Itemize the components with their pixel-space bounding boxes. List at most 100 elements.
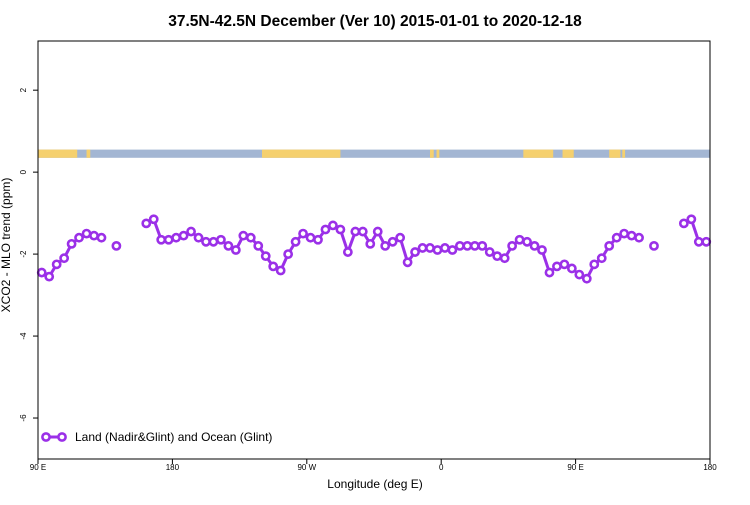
data-point <box>693 236 704 247</box>
plot-frame <box>37 40 711 460</box>
data-point <box>589 259 600 270</box>
data-point <box>51 259 62 270</box>
data-point <box>611 232 622 243</box>
data-point <box>268 261 279 272</box>
data-point <box>417 243 428 253</box>
data-point <box>559 259 570 270</box>
land-band <box>38 149 78 158</box>
data-point <box>626 230 637 241</box>
data-point <box>186 226 196 237</box>
data-point <box>328 220 338 231</box>
data-point <box>178 230 189 241</box>
land-band <box>622 149 626 158</box>
data-point <box>201 236 211 247</box>
data-point <box>372 226 383 237</box>
data-point <box>290 236 301 247</box>
data-point <box>492 251 503 262</box>
legend-marker-left <box>41 432 51 442</box>
data-point <box>634 232 644 243</box>
x-tick-label: 90 W <box>297 463 316 472</box>
data-point <box>357 226 368 237</box>
x-tick-label: 0 <box>439 463 444 472</box>
data-point <box>395 232 406 243</box>
legend-marker-right <box>57 432 67 442</box>
data-point <box>440 243 450 253</box>
data-point <box>529 241 540 251</box>
data-point <box>89 230 99 241</box>
data-point <box>686 214 697 225</box>
data-point <box>96 232 107 243</box>
data-point <box>581 273 592 284</box>
data-point <box>402 257 413 268</box>
data-point <box>59 253 70 264</box>
data-point <box>350 226 361 237</box>
data-point <box>238 230 249 241</box>
data-point <box>574 269 585 280</box>
data-point <box>320 224 331 235</box>
data-point <box>335 224 346 235</box>
x-tick-label: 90 E <box>567 463 583 472</box>
land-band <box>562 149 574 158</box>
x-tick-label: 180 <box>703 463 717 472</box>
data-point <box>499 253 510 264</box>
data-point <box>81 228 92 239</box>
data-point <box>171 232 182 243</box>
data-point <box>604 241 615 251</box>
data-point <box>223 241 234 251</box>
data-point <box>380 241 391 251</box>
y-tick-label: -4 <box>19 332 28 340</box>
data-point <box>245 232 256 243</box>
land-band <box>523 149 554 158</box>
data-point <box>66 238 77 249</box>
data-point <box>432 245 443 255</box>
data-point <box>230 245 241 255</box>
land-band <box>609 149 621 158</box>
data-point <box>275 265 286 276</box>
x-tick-label: 90 E <box>30 463 46 472</box>
data-point <box>701 236 712 247</box>
data-point <box>596 253 607 264</box>
data-point <box>208 236 219 247</box>
y-axis: 2 0 -2 -4 -6 <box>19 87 38 422</box>
x-axis: 90 E 180 90 W 0 90 E 180 <box>30 459 717 472</box>
data-point <box>298 228 308 239</box>
data-point <box>342 247 353 257</box>
data-point <box>678 218 689 229</box>
chart-title: 37.5N-42.5N December (Ver 10) 2015-01-01… <box>168 13 582 30</box>
y-tick-label: -2 <box>19 250 28 258</box>
land-band <box>430 149 434 158</box>
data-point <box>193 232 204 243</box>
data-point <box>141 218 152 229</box>
data-point <box>507 241 518 251</box>
data-point <box>484 247 495 257</box>
data-point <box>514 234 525 245</box>
y-tick-label: 2 <box>19 87 28 92</box>
y-tick-label: -6 <box>19 414 28 422</box>
data-point <box>44 271 55 282</box>
data-point <box>566 263 577 274</box>
data-point <box>163 234 174 245</box>
data-point <box>619 228 630 239</box>
data-point <box>552 261 562 272</box>
x-tick-label: 180 <box>166 463 180 472</box>
data-point <box>469 241 480 251</box>
land-band <box>262 149 341 158</box>
data-point <box>410 247 420 257</box>
data-point <box>111 241 122 251</box>
data-point <box>253 241 264 251</box>
land-band <box>86 149 91 158</box>
data-point <box>36 267 47 278</box>
data-point <box>477 241 488 251</box>
series-point-layer <box>36 214 712 284</box>
data-point <box>216 234 226 245</box>
data-point <box>454 241 465 251</box>
y-tick-label: 0 <box>19 169 28 174</box>
data-point <box>544 267 555 278</box>
data-point <box>522 236 532 247</box>
x-axis-label: Longitude (deg E) <box>327 477 422 491</box>
data-point <box>260 251 271 262</box>
data-point <box>447 245 458 255</box>
data-point <box>537 245 547 255</box>
